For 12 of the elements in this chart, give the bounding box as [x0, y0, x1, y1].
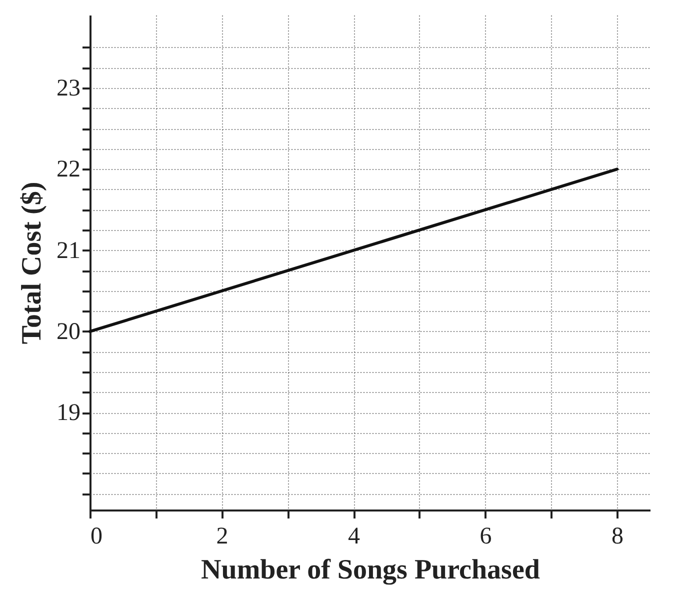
y-tick-label: 19 — [56, 400, 80, 426]
x-tick-label: 6 — [480, 524, 492, 550]
y-tick-label: 20 — [56, 318, 80, 345]
x-tick-label: 2 — [216, 524, 228, 550]
y-axis-title: Total Cost ($) — [16, 182, 48, 344]
y-tick-label: 21 — [56, 238, 80, 264]
y-tick-label: 22 — [56, 156, 80, 183]
x-axis-title: Number of Songs Purchased — [201, 554, 540, 586]
x-tick-label: 0 — [90, 524, 102, 550]
y-tick-label: 23 — [56, 76, 80, 102]
x-tick-label: 8 — [612, 524, 624, 550]
x-tick-label: 4 — [348, 524, 360, 550]
